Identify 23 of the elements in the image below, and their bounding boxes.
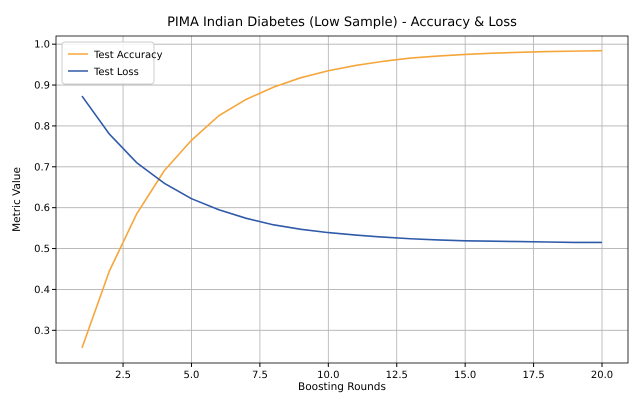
x-tick-label: 5.0 [184, 370, 200, 381]
y-tick-label: 1.0 [34, 40, 50, 51]
x-tick-label: 2.5 [115, 370, 132, 381]
y-tick-label: 0.6 [34, 203, 50, 214]
line-series [81, 95, 603, 244]
y-tick-label: 0.3 [34, 326, 50, 337]
y-axis-title: Metric Value [11, 167, 23, 232]
x-tick-label: 15.0 [454, 370, 476, 381]
y-tick-label: 0.9 [34, 80, 50, 92]
x-tick-label: 17.5 [522, 370, 545, 381]
y-tick-label: 0.8 [34, 121, 50, 132]
chart-title: PIMA Indian Diabetes (Low Sample) - Accuracy & Loss [167, 15, 518, 30]
x-tick-label: 12.5 [386, 370, 408, 381]
y-tick-label: 0.4 [34, 284, 50, 296]
y-tick-label: 0.7 [34, 162, 50, 174]
legend-label: Test Accuracy [93, 50, 163, 61]
x-tick-label: 7.5 [252, 370, 268, 381]
x-tick-label: 10.0 [317, 370, 340, 381]
legend-label: Test Loss [93, 67, 139, 78]
line-series [81, 50, 603, 349]
x-axis-title: Boosting Rounds [298, 381, 386, 393]
y-tick-label: 0.5 [34, 244, 50, 256]
x-tick-label: 20.0 [590, 370, 614, 381]
